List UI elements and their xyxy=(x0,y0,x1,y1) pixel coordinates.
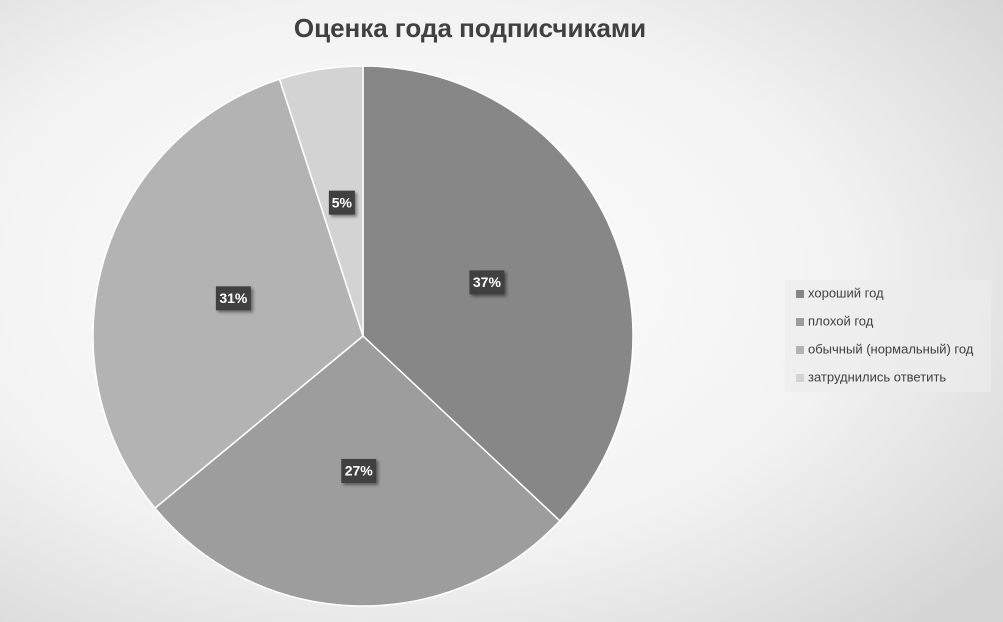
data-label-box xyxy=(215,286,251,311)
pie-slice xyxy=(278,65,364,337)
legend-box xyxy=(785,280,991,392)
data-label: 31% xyxy=(219,290,248,306)
legend-swatch xyxy=(796,346,804,354)
legend-label: обычный (нормальный) год xyxy=(808,341,974,356)
legend-label: хороший год xyxy=(808,285,884,300)
legend-label: плохой год xyxy=(808,313,874,328)
legend-swatch xyxy=(796,374,804,382)
legend-swatch xyxy=(796,290,804,298)
chart-title: Оценка года подписчиками xyxy=(294,13,646,43)
data-label: 37% xyxy=(473,274,502,290)
data-label: 5% xyxy=(332,194,353,210)
legend-swatch xyxy=(796,318,804,326)
legend-label: затруднились ответить xyxy=(808,369,946,384)
data-label-box xyxy=(328,190,355,215)
data-label-box xyxy=(469,270,505,295)
data-label: 27% xyxy=(345,463,374,479)
data-label-box xyxy=(341,458,377,483)
